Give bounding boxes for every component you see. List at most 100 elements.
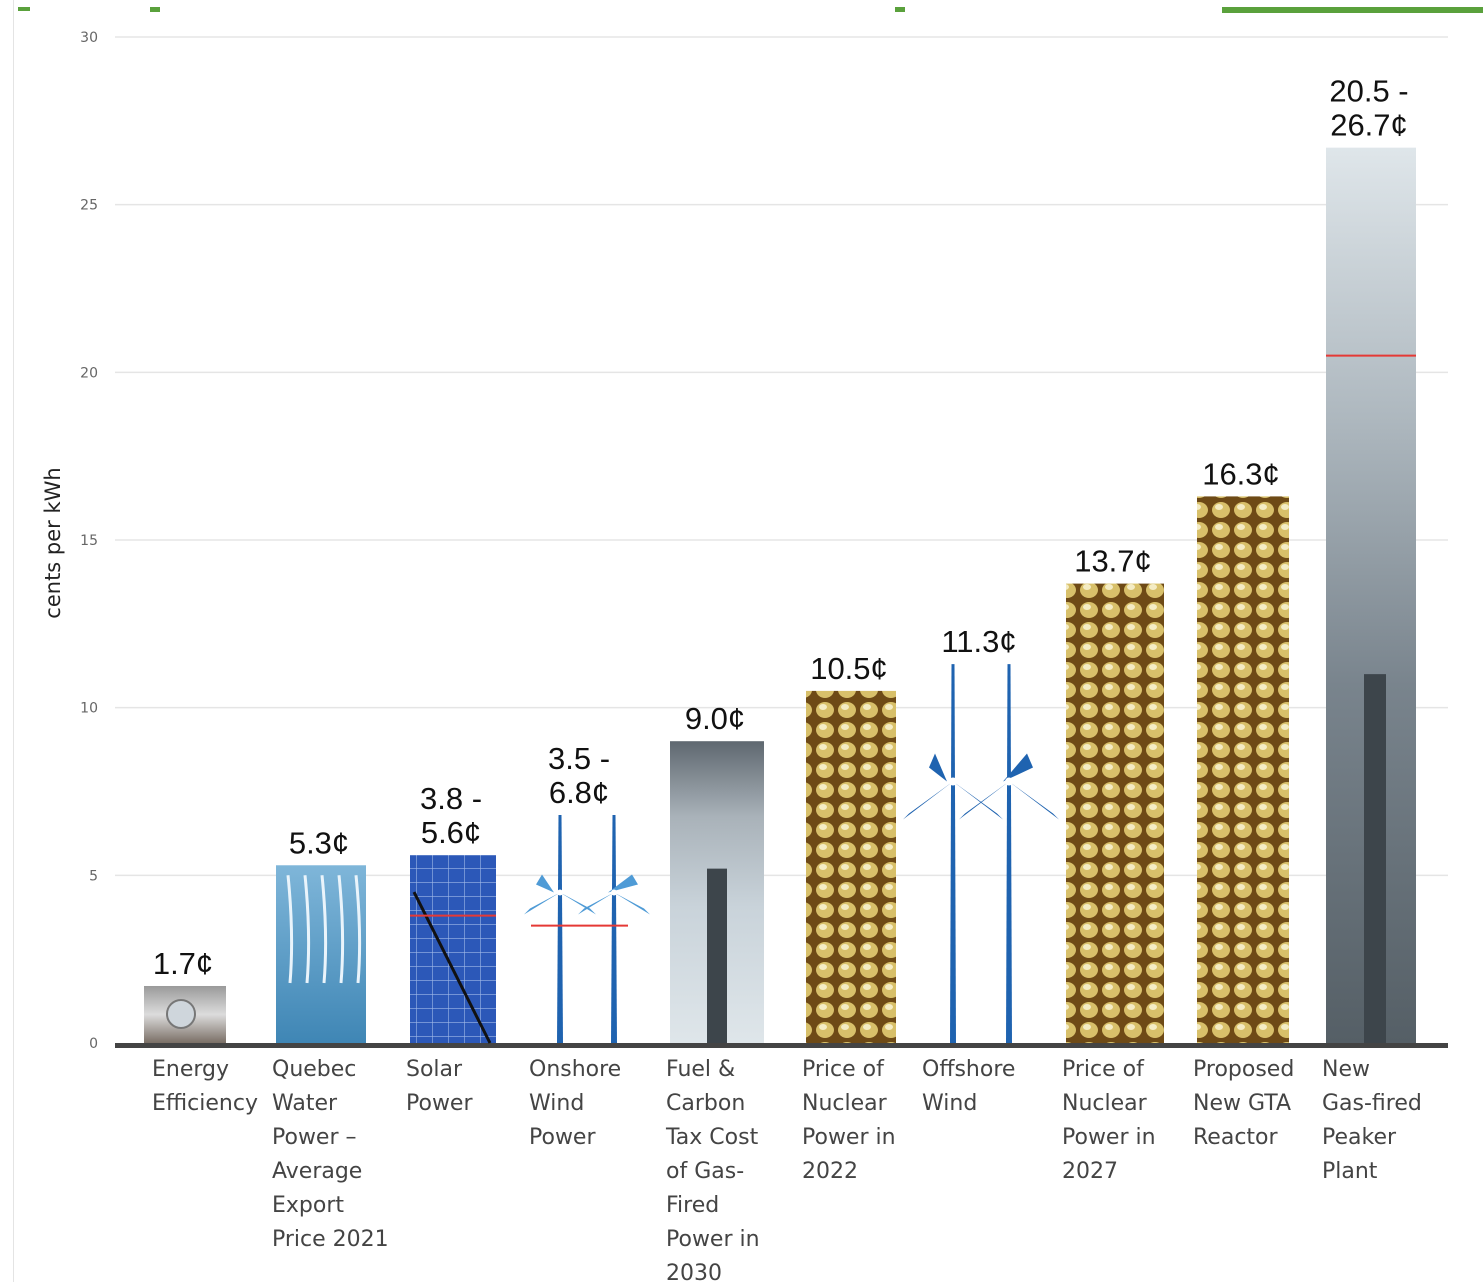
top-decoration-strip [0, 0, 1483, 13]
y-tick-label: 10 [80, 701, 98, 717]
left-border-rule [13, 0, 14, 1282]
category-label: Onshore [529, 1057, 621, 1082]
water-streak [303, 875, 311, 984]
smokestack [1364, 674, 1386, 1043]
turbine-hub [611, 889, 617, 896]
value-label: 5.6¢ [421, 815, 481, 850]
category-label: Fired [666, 1193, 719, 1218]
value-label: 9.0¢ [685, 701, 745, 736]
category-label: Plant [1322, 1159, 1378, 1184]
category-label: Power in [802, 1125, 896, 1150]
category-label: Carbon [666, 1091, 745, 1116]
value-label: 20.5 - [1329, 74, 1408, 109]
water-streak [286, 875, 294, 984]
y-tick-label: 25 [80, 198, 98, 214]
turbine-blade [959, 781, 1009, 820]
turbine-tower [1006, 664, 1012, 1043]
category-label: Proposed [1193, 1057, 1294, 1082]
smokestack [707, 868, 727, 1043]
turbine-blade [903, 781, 953, 820]
turbine-hub [1005, 777, 1013, 786]
category-label: Power in [666, 1227, 760, 1252]
value-label: 1.7¢ [153, 946, 213, 981]
y-tick-label: 15 [80, 533, 98, 549]
turbine-blade [953, 781, 1003, 820]
turbine-tower [557, 814, 563, 1043]
panel-frame-line [412, 891, 492, 1044]
category-label: 2022 [802, 1159, 858, 1184]
turbine-blade [536, 874, 554, 893]
category-label: 2027 [1062, 1159, 1118, 1184]
value-label: 3.8 - [420, 781, 482, 816]
category-label: Quebec [272, 1057, 356, 1082]
value-label: 16.3¢ [1202, 456, 1280, 491]
category-label: Energy [152, 1057, 229, 1082]
top-decoration-svg [18, 7, 1483, 13]
category-label: Price 2021 [272, 1227, 389, 1252]
value-label: 10.5¢ [810, 651, 888, 686]
category-label: of Gas- [666, 1159, 744, 1184]
turbine-hub [949, 777, 957, 786]
header-tick-left [18, 7, 30, 11]
category-label: Efficiency [152, 1091, 258, 1116]
bar-3 [524, 814, 650, 1043]
category-label: Fuel & [666, 1057, 735, 1082]
category-label: Tax Cost [665, 1125, 759, 1150]
header-tick-mid-left [150, 7, 160, 12]
bar-8 [1197, 496, 1289, 1043]
y-tick-label: 30 [80, 30, 98, 46]
category-label: Solar [406, 1057, 463, 1082]
category-label: Average [272, 1159, 362, 1184]
turbine-tower [950, 664, 956, 1043]
category-label: Wind [529, 1091, 584, 1116]
category-label: Nuclear [802, 1091, 888, 1116]
category-label: Wind [922, 1091, 977, 1116]
turbine-blade [929, 753, 947, 782]
turbine-blade [560, 892, 596, 915]
value-label: 13.7¢ [1074, 544, 1152, 579]
turbine-blade [1009, 781, 1059, 820]
category-label: Peaker [1322, 1125, 1397, 1150]
category-label: Price of [1062, 1057, 1145, 1082]
bar-2 [410, 855, 496, 1043]
category-label: Reactor [1193, 1125, 1278, 1150]
header-tick-mid [895, 7, 905, 12]
category-label: Nuclear [1062, 1091, 1148, 1116]
value-label: 6.8¢ [549, 775, 609, 810]
bar-5 [806, 690, 896, 1043]
bulb-shape [166, 998, 196, 1029]
category-label: Power in [1062, 1125, 1156, 1150]
category-label: Power – [272, 1125, 357, 1150]
category-label: Power [529, 1125, 596, 1150]
y-tick-layer: 0 5 10 15 20 25 30 [80, 30, 98, 1052]
bar-layer [144, 147, 1416, 1044]
turbine-blade [614, 892, 650, 915]
x-axis-baseline [115, 1043, 1448, 1048]
water-streak [320, 875, 328, 984]
header-tab-green [1222, 7, 1483, 13]
bar-6 [903, 664, 1059, 1043]
y-tick-label: 0 [89, 1036, 98, 1052]
category-label: Offshore [922, 1057, 1015, 1082]
turbine-tower [611, 814, 617, 1043]
category-label: Export [272, 1193, 344, 1218]
turbine-blade [524, 892, 560, 915]
value-label: 3.5 - [548, 741, 610, 776]
turbine-blade [578, 892, 614, 915]
category-label: Water [272, 1091, 338, 1116]
turbine-blade [608, 874, 638, 893]
bar-7 [1066, 583, 1164, 1043]
value-label-layer: 1.7¢ 5.3¢ 3.8 -5.6¢ 3.5 -6.8¢ 9.0¢ 10.5¢ 11.3¢… [153, 74, 1409, 981]
water-streak [354, 875, 362, 984]
category-label: Power [406, 1091, 473, 1116]
category-label: New GTA [1193, 1091, 1291, 1116]
y-tick-label: 20 [80, 365, 98, 381]
value-label: 5.3¢ [289, 825, 349, 860]
category-label: Gas-fired [1322, 1091, 1422, 1116]
water-streak [337, 875, 345, 984]
value-label: 11.3¢ [941, 624, 1016, 659]
y-tick-label: 5 [89, 868, 98, 884]
category-label: Price of [802, 1057, 885, 1082]
value-label: 26.7¢ [1330, 108, 1408, 143]
